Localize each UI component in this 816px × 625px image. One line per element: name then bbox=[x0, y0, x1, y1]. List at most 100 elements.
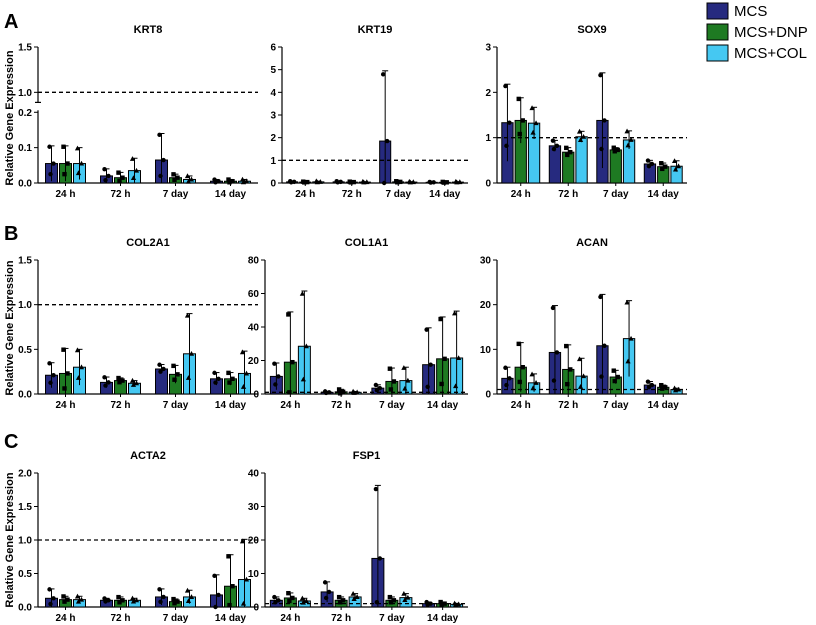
y-tick-label: 0 bbox=[485, 179, 491, 190]
data-point bbox=[374, 387, 380, 393]
data-point bbox=[612, 378, 617, 384]
data-point bbox=[645, 379, 651, 384]
y-tick-label: 1.0 bbox=[18, 88, 32, 99]
data-point bbox=[391, 379, 397, 384]
x-tick-label: 7 day bbox=[163, 400, 189, 411]
x-tick-label: 72 h bbox=[110, 400, 130, 411]
chart-title-krt19: KRT19 bbox=[358, 24, 393, 36]
data-point bbox=[387, 366, 393, 371]
data-point bbox=[213, 604, 218, 610]
chart-krt8: KRT8 0.0 0.1 0.2 1.0 1.5 24 h 72 h 7 day 14 day bbox=[18, 24, 258, 200]
x-tick-label: 14 day bbox=[427, 613, 459, 624]
data-point bbox=[516, 341, 521, 347]
x-tick-label: 7 day bbox=[379, 400, 405, 411]
data-point bbox=[302, 180, 307, 185]
x-tick-label: 7 day bbox=[385, 189, 411, 200]
data-point bbox=[227, 180, 232, 185]
data-point bbox=[577, 137, 584, 143]
data-point bbox=[171, 363, 176, 369]
y-tick-label: 2 bbox=[485, 88, 491, 99]
data-point bbox=[290, 359, 295, 365]
data-point bbox=[350, 590, 356, 596]
data-point bbox=[74, 347, 81, 353]
data-point bbox=[645, 158, 651, 163]
data-point bbox=[157, 132, 162, 138]
data-point bbox=[351, 390, 357, 395]
data-point bbox=[303, 598, 309, 603]
x-tick-label: 24 h bbox=[511, 400, 531, 411]
data-point bbox=[230, 584, 235, 589]
chart-title-col2a1: COL2A1 bbox=[126, 237, 169, 249]
data-point bbox=[184, 312, 191, 318]
data-point bbox=[402, 597, 408, 603]
data-point bbox=[576, 128, 583, 134]
data-point bbox=[529, 371, 535, 377]
data-point bbox=[62, 386, 67, 391]
y-tick-label: 4 bbox=[270, 88, 276, 99]
y-tick-label: 0.0 bbox=[18, 179, 32, 190]
data-point bbox=[161, 157, 166, 163]
y-tick-label: 1 bbox=[270, 156, 276, 167]
data-point bbox=[74, 145, 81, 151]
x-tick-label: 72 h bbox=[110, 189, 130, 200]
data-point bbox=[602, 343, 607, 348]
y-tick-label: 0.5 bbox=[18, 345, 32, 356]
data-point bbox=[628, 335, 634, 341]
x-tick-label: 24 h bbox=[280, 400, 300, 411]
x-tick-label: 72 h bbox=[558, 189, 578, 200]
data-point bbox=[568, 149, 573, 155]
data-point bbox=[47, 361, 52, 366]
data-point bbox=[675, 163, 682, 169]
data-point bbox=[507, 120, 512, 125]
data-point bbox=[380, 72, 386, 77]
x-tick-label: 14 day bbox=[429, 189, 461, 200]
data-point bbox=[51, 161, 56, 166]
data-point bbox=[624, 128, 630, 134]
data-point bbox=[598, 73, 603, 78]
data-point bbox=[568, 367, 573, 372]
data-point bbox=[672, 166, 679, 172]
data-point bbox=[240, 384, 247, 389]
data-point bbox=[615, 147, 620, 153]
data-point bbox=[628, 137, 634, 142]
data-point bbox=[239, 538, 246, 544]
chart-col2a1: COL2A1 0.0 0.5 1.0 1.5 24 h 72 h 7 day 14 day bbox=[18, 237, 258, 411]
data-point bbox=[599, 146, 604, 152]
chart-title-acan: ACAN bbox=[576, 237, 608, 249]
chart-fsp1: FSP1 0 10 20 30 40 24 h 72 h 7 day 14 day bbox=[248, 450, 468, 624]
data-point bbox=[74, 593, 81, 599]
data-point bbox=[133, 167, 140, 173]
y-tick-label: 0.1 bbox=[18, 143, 32, 154]
data-point bbox=[287, 598, 292, 604]
data-point bbox=[184, 587, 191, 593]
data-point bbox=[323, 595, 329, 601]
data-point bbox=[276, 374, 281, 379]
y-tick-label: 6 bbox=[270, 43, 276, 54]
data-point bbox=[172, 377, 177, 382]
data-point bbox=[48, 380, 53, 385]
x-tick-label: 24 h bbox=[295, 189, 315, 200]
y-tick-label: 1 bbox=[485, 133, 491, 144]
data-point bbox=[456, 355, 462, 360]
data-point bbox=[61, 144, 66, 149]
data-point bbox=[305, 179, 310, 185]
legend-swatch-mcs bbox=[706, 2, 729, 20]
y-tick-label: 40 bbox=[248, 469, 260, 480]
data-point bbox=[428, 362, 433, 367]
x-tick-label: 7 day bbox=[163, 613, 189, 624]
data-point bbox=[120, 378, 125, 383]
legend-label-mcs: MCS bbox=[734, 3, 767, 20]
x-tick-label: 72 h bbox=[331, 400, 351, 411]
data-point bbox=[456, 601, 462, 607]
y-tick-label: 60 bbox=[248, 289, 260, 300]
data-point bbox=[117, 380, 122, 385]
data-point bbox=[299, 595, 305, 601]
data-point bbox=[550, 305, 556, 311]
data-point bbox=[51, 373, 56, 378]
data-point bbox=[322, 580, 328, 585]
y-tick-label: 0.5 bbox=[18, 569, 32, 580]
data-point bbox=[157, 587, 162, 592]
chart-title-acta2: ACTA2 bbox=[130, 450, 166, 462]
x-tick-label: 14 day bbox=[648, 189, 680, 200]
data-point bbox=[507, 376, 512, 381]
